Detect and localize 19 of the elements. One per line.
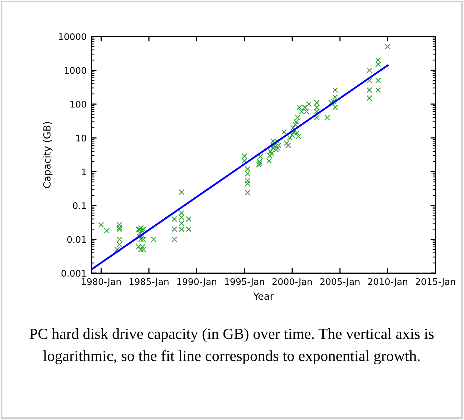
y-axis-title: Capacity (GB): [43, 122, 53, 188]
x-tick-label: 2000-Jan: [272, 278, 312, 287]
y-tick-label: 100: [70, 101, 86, 108]
y-tick-label: 0.01: [68, 236, 86, 244]
y-tick-label: 10000: [59, 33, 86, 40]
y-tick-label: 1000: [65, 67, 86, 74]
x-tick-label: 2015-Jan: [416, 278, 456, 287]
x-tick-label: 1990-Jan: [178, 278, 216, 287]
x-tick-label: 2010-Jan: [368, 278, 408, 287]
x-tick-label: 2005-Jan: [320, 278, 360, 287]
y-tick-label: 0.001: [62, 270, 86, 277]
y-tick-label: 0.1: [73, 202, 86, 210]
y-tick-label: 1: [82, 168, 86, 176]
x-tick-label: 1980-Jan: [82, 278, 121, 287]
x-axis-title: Year: [253, 292, 274, 300]
x-tick-label: 1995-Jan: [225, 278, 264, 287]
x-tick-label: 1985-Jan: [130, 278, 169, 287]
text: PC hard disk drive capacity (in GB) over time. The vertical axis is logarithmic, so the fit line corresponds to exponential growth.: [30, 328, 434, 365]
y-tick-label: 10: [76, 134, 86, 142]
